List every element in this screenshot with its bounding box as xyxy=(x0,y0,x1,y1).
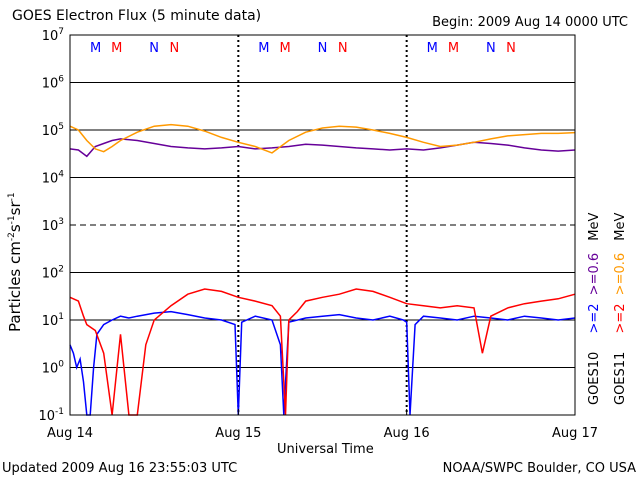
mn-marker-label: M xyxy=(427,41,438,56)
mn-marker-label: M xyxy=(280,41,291,56)
mn-marker-label: M xyxy=(448,41,459,56)
mn-marker-label: M xyxy=(90,41,101,56)
mn-marker-label: N xyxy=(486,41,496,56)
y-tick-label: 106 xyxy=(42,75,65,92)
legend-goes10-2mev: >=2 xyxy=(587,303,602,334)
mn-marker-label: M xyxy=(258,41,269,56)
x-axis-title: Universal Time xyxy=(277,442,374,457)
y-tick-label: 10-1 xyxy=(38,407,64,424)
x-tick-label: Aug 16 xyxy=(384,426,430,441)
series-line xyxy=(69,138,576,158)
legend-goes11: GOES11 >=2 >=0.6 MeV xyxy=(613,213,628,405)
x-tick-label: Aug 15 xyxy=(215,426,261,441)
y-tick-label: 100 xyxy=(42,360,65,377)
mn-marker-label: N xyxy=(169,41,179,56)
mn-marker-label: M xyxy=(111,41,122,56)
chart-title: GOES Electron Flux (5 minute data) xyxy=(12,8,262,24)
y-tick-label: 107 xyxy=(42,27,64,44)
legend-goes11-06mev: >=0.6 xyxy=(613,252,628,296)
y-tick-label: 101 xyxy=(42,312,64,329)
begin-time: Begin: 2009 Aug 14 0000 UTC xyxy=(432,15,628,30)
mn-marker-label: N xyxy=(506,41,516,56)
series-line xyxy=(69,310,576,416)
mn-marker-label: N xyxy=(338,41,348,56)
series-line xyxy=(69,288,576,416)
y-axis-label: Particles cm-2s-1sr-1 xyxy=(6,192,24,332)
x-tick-label: Aug 17 xyxy=(552,426,598,441)
y-tick-label: 104 xyxy=(42,170,65,187)
legend-goes10-06mev: >=0.6 xyxy=(587,252,602,296)
x-tick-label: Aug 14 xyxy=(47,426,93,441)
legend-unit-1: MeV xyxy=(587,212,602,241)
legend-goes10-label: GOES10 xyxy=(587,351,602,405)
legend-goes11-label: GOES11 xyxy=(613,351,628,405)
grid-lines xyxy=(70,35,575,415)
data-series xyxy=(69,123,576,416)
updated-time: Updated 2009 Aug 16 23:55:03 UTC xyxy=(2,461,238,476)
y-tick-label: 102 xyxy=(42,265,64,282)
legend-goes11-2mev: >=2 xyxy=(613,303,628,334)
legend-goes10: GOES10 >=2 >=0.6 MeV xyxy=(587,213,602,405)
y-tick-labels: 10-1 100 101 102 103 104 105 106 107 xyxy=(38,27,575,424)
legend-unit-2: MeV xyxy=(613,212,628,241)
mn-marker-label: N xyxy=(149,41,159,56)
mn-marker-label: N xyxy=(318,41,328,56)
series-line xyxy=(69,123,576,154)
credit-text: NOAA/SWPC Boulder, CO USA xyxy=(442,461,636,476)
y-tick-label: 103 xyxy=(42,217,64,234)
y-tick-label: 105 xyxy=(42,122,64,139)
x-tick-labels: Aug 14 Aug 15 Aug 16 Aug 17 xyxy=(47,409,598,441)
